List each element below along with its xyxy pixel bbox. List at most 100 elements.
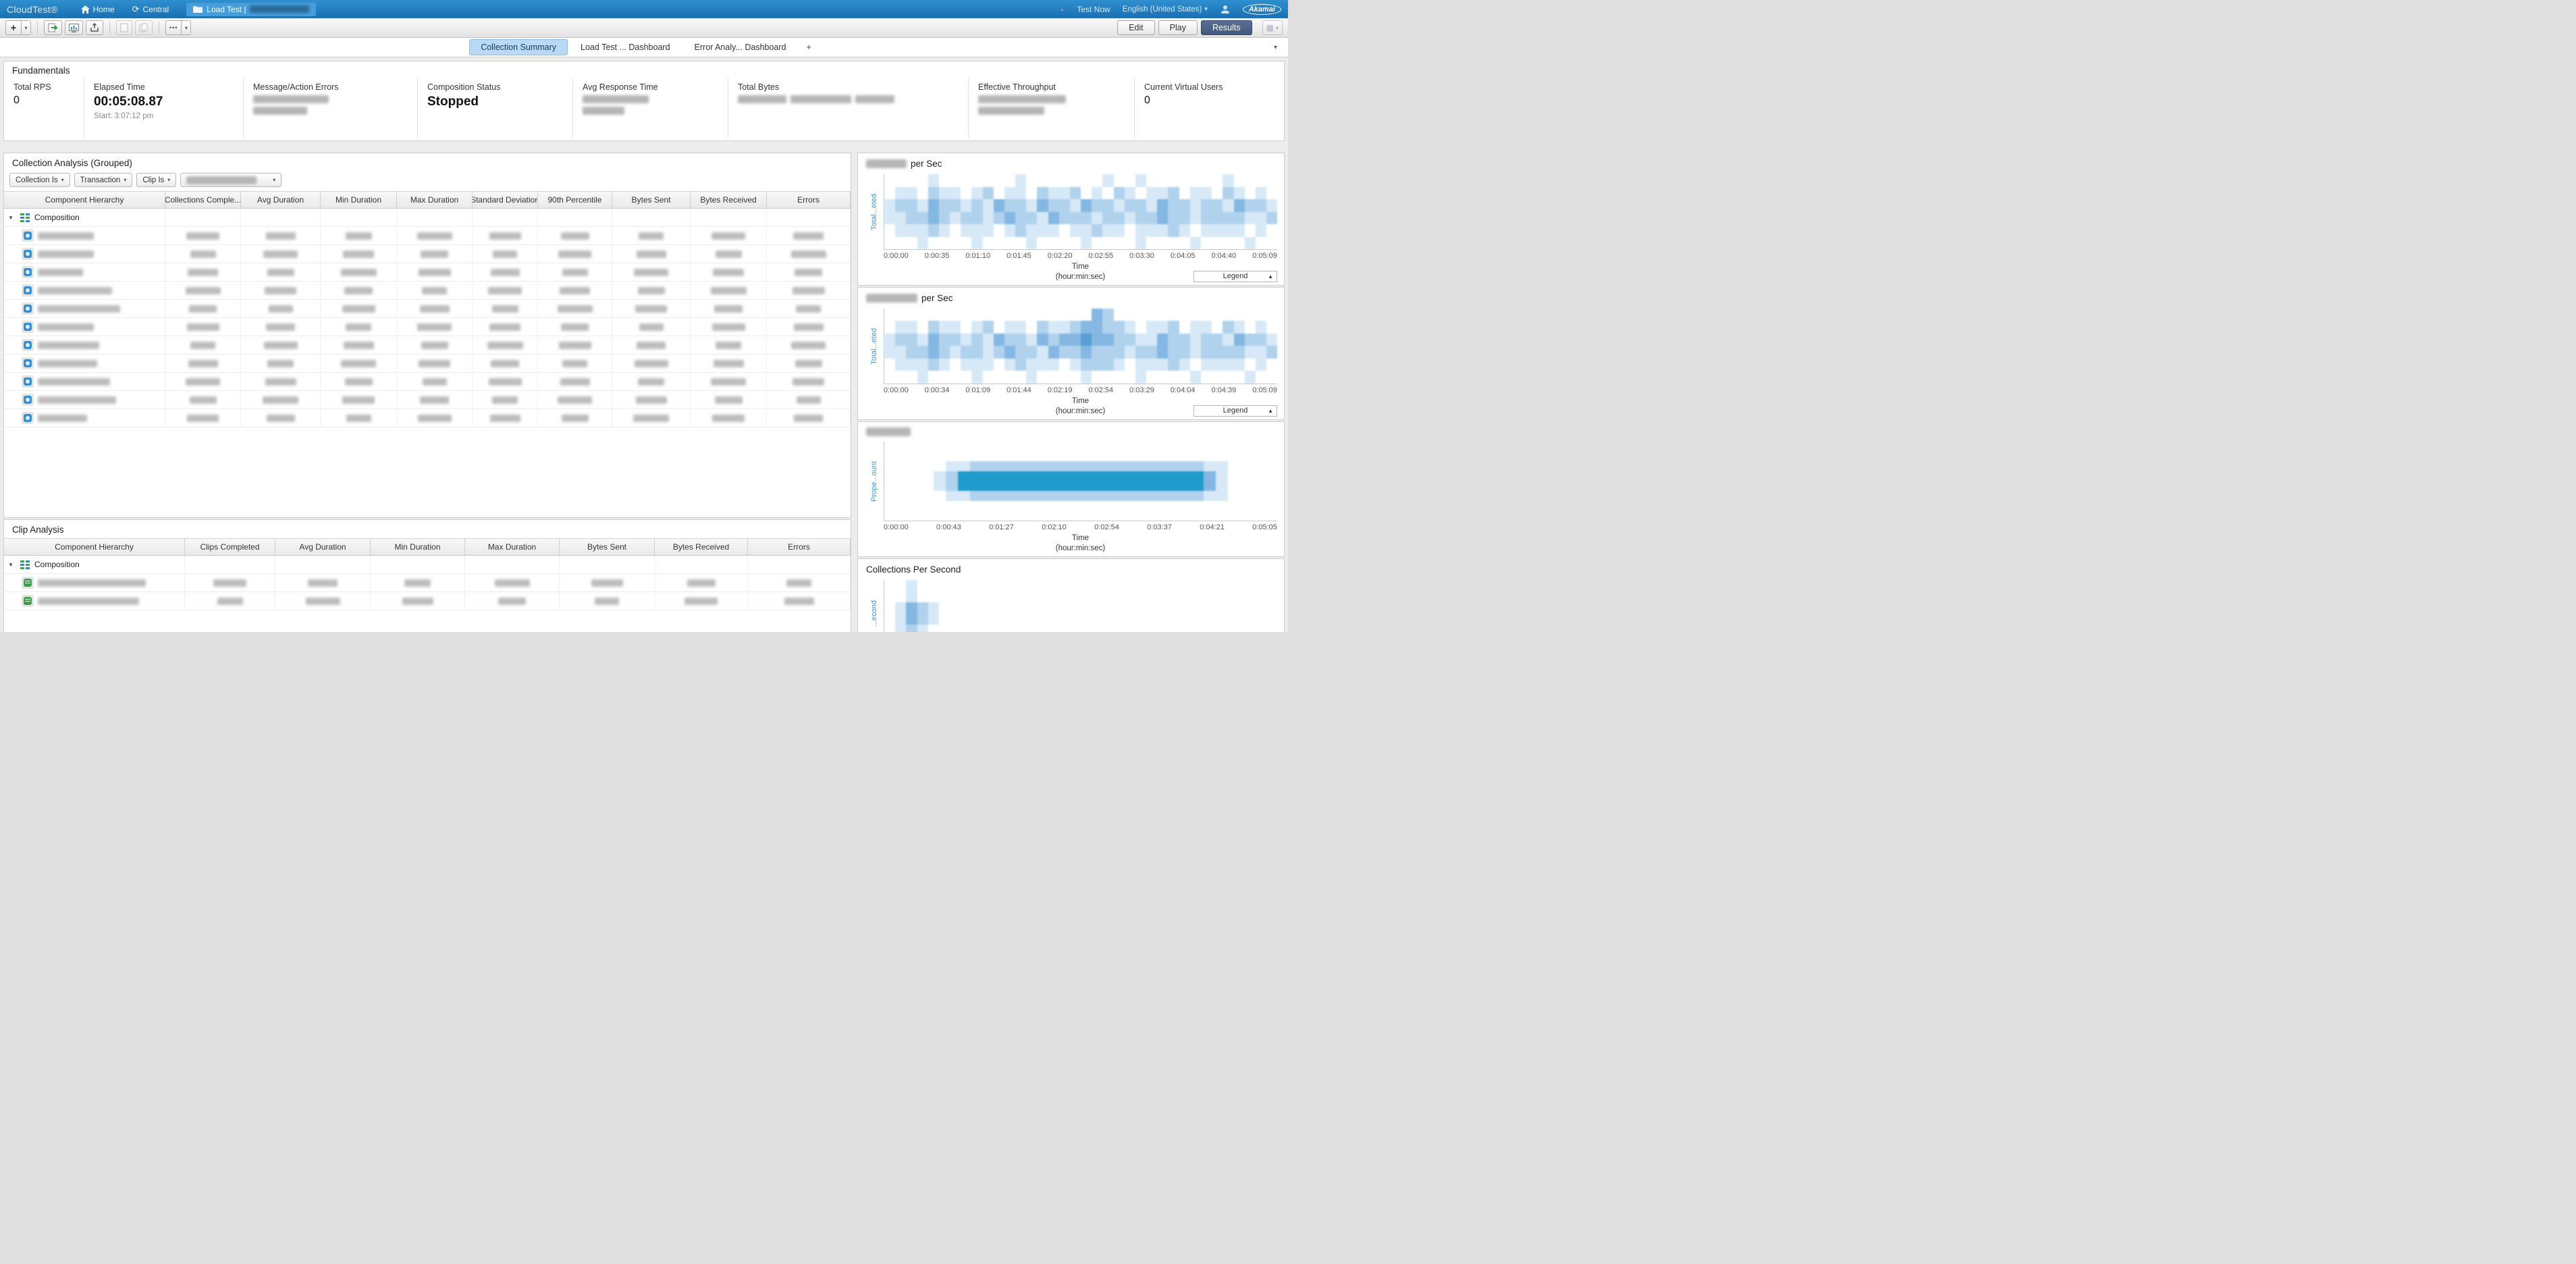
- legend-toggle[interactable]: Legend ▲: [1193, 404, 1277, 417]
- column-header[interactable]: Min Duration: [371, 539, 465, 555]
- user-icon[interactable]: [1220, 4, 1231, 14]
- column-header[interactable]: Errors: [748, 539, 851, 555]
- column-header[interactable]: Max Duration: [465, 539, 560, 555]
- tab-load-test-dashboard[interactable]: Load Test ... Dashboard: [581, 43, 670, 52]
- metric-label: Message/Action Errors: [253, 82, 339, 92]
- tree-row[interactable]: [4, 300, 851, 318]
- tree-row[interactable]: [4, 373, 851, 391]
- tab-error-analysis-dashboard[interactable]: Error Analy... Dashboard: [694, 43, 786, 52]
- column-header[interactable]: Collections Comple...: [165, 192, 241, 208]
- chart-card-per-sec-2: per Sec Total...eted 0:00:00 0:00:34 0:01:…: [857, 286, 1285, 420]
- column-header[interactable]: Min Duration: [321, 192, 397, 208]
- column-header[interactable]: Component Hierarchy: [4, 539, 185, 555]
- nav-load-test-tab[interactable]: Load Test |: [186, 2, 317, 16]
- tabs-chevron-down-icon[interactable]: ▾: [1273, 43, 1277, 51]
- nav-central[interactable]: ⟳ Central: [132, 3, 169, 14]
- metric-value: 0: [14, 95, 20, 106]
- column-header[interactable]: 90th Percentile: [538, 192, 612, 208]
- column-header[interactable]: Standard Deviation: [473, 192, 538, 208]
- collection-table-header: Component Hierarchy Collections Comple...…: [4, 191, 851, 209]
- redacted-cell-value: [558, 341, 591, 349]
- expand-collapse-icon[interactable]: ▼: [8, 561, 14, 568]
- x-tick-label: 0:03:37: [1147, 523, 1172, 531]
- redacted-cell-value: [712, 232, 745, 240]
- column-header[interactable]: Max Duration: [397, 192, 473, 208]
- page-button[interactable]: [116, 20, 132, 35]
- metric-label: Total Bytes: [738, 82, 780, 92]
- redacted-item-name: [38, 396, 116, 404]
- fundamentals-panel: Fundamentals Total RPS 0 Elapsed Time 00:05…: [3, 61, 1285, 141]
- redacted-cell-value: [595, 597, 619, 605]
- tree-row[interactable]: [4, 336, 851, 354]
- column-header[interactable]: Bytes Received: [655, 539, 748, 555]
- redacted-cell-value: [792, 286, 825, 294]
- column-header[interactable]: Component Hierarchy: [4, 192, 165, 208]
- x-tick-label: 0:01:44: [1007, 386, 1031, 394]
- redacted-cell-value: [490, 268, 520, 276]
- filter-collection-is[interactable]: Collection Is ▾: [9, 173, 70, 187]
- add-tab-button[interactable]: +: [806, 43, 811, 52]
- dashboard-tabrow: Collection Summary Load Test ... Dashboa…: [0, 38, 1288, 57]
- redacted-cell-value: [265, 377, 296, 386]
- play-button[interactable]: Play: [1158, 20, 1198, 35]
- tree-row-composition[interactable]: ▼ Composition: [4, 209, 851, 227]
- column-header[interactable]: Errors: [767, 192, 851, 208]
- y-axis-label: ...econd: [870, 600, 878, 627]
- redacted-cell-value: [796, 396, 821, 404]
- tree-row[interactable]: [4, 282, 851, 300]
- column-header[interactable]: Bytes Sent: [560, 539, 655, 555]
- tree-row[interactable]: [4, 391, 851, 409]
- layout-button[interactable]: ▦ ▾: [1262, 20, 1283, 35]
- copy-button[interactable]: [135, 20, 153, 35]
- column-header[interactable]: Bytes Sent: [612, 192, 691, 208]
- language-dropdown[interactable]: English (United States) ▾: [1122, 5, 1208, 14]
- overflow-dropdown-button[interactable]: ▾: [182, 20, 192, 35]
- overflow-button[interactable]: •••: [165, 20, 182, 35]
- redacted-cell-value: [638, 377, 664, 386]
- metric-value: Stopped: [427, 95, 479, 109]
- tree-row-composition[interactable]: ▼ Composition: [4, 556, 851, 574]
- redacted-value: [583, 107, 624, 115]
- tree-row[interactable]: [4, 592, 851, 610]
- topbar-chevron-down-icon[interactable]: ⌄: [1059, 5, 1065, 12]
- tree-row[interactable]: [4, 318, 851, 336]
- redacted-cell-value: [716, 341, 741, 349]
- edit-button[interactable]: Edit: [1117, 20, 1155, 35]
- nav-home[interactable]: Home: [80, 5, 115, 14]
- tree-row[interactable]: [4, 354, 851, 373]
- redacted-cell-value: [633, 414, 669, 422]
- chart-button[interactable]: [65, 20, 83, 35]
- tree-row[interactable]: [4, 227, 851, 245]
- export-button[interactable]: [86, 20, 103, 35]
- test-now-link[interactable]: Test Now: [1077, 4, 1110, 14]
- column-header[interactable]: Avg Duration: [241, 192, 321, 208]
- redacted-cell-value: [635, 305, 667, 313]
- x-axis-title: Time (hour:min:sec): [1055, 263, 1106, 281]
- metric-value: 00:05:08.87: [94, 95, 163, 109]
- tree-row[interactable]: [4, 409, 851, 427]
- column-header[interactable]: Bytes Received: [691, 192, 767, 208]
- x-tick-label: 0:00:00: [884, 523, 909, 531]
- import-button[interactable]: [44, 20, 62, 35]
- new-button[interactable]: +: [5, 20, 22, 35]
- metric-label: Effective Throughput: [978, 82, 1056, 92]
- redacted-value: [583, 95, 649, 103]
- redacted-cell-value: [342, 305, 375, 313]
- filter-transaction[interactable]: Transaction ▾: [74, 173, 133, 187]
- redacted-cell-value: [343, 341, 374, 349]
- tree-row[interactable]: [4, 245, 851, 263]
- filter-value-dropdown[interactable]: ▾: [180, 173, 282, 187]
- results-button[interactable]: Results: [1200, 20, 1252, 35]
- tree-row[interactable]: [4, 263, 851, 282]
- filter-clip-is[interactable]: Clip Is ▾: [136, 173, 177, 187]
- tab-collection-summary[interactable]: Collection Summary: [469, 39, 568, 55]
- redacted-cell-value: [186, 323, 219, 331]
- legend-toggle[interactable]: Legend ▲: [1193, 270, 1277, 282]
- tree-row[interactable]: [4, 574, 851, 592]
- redacted-cell-value: [267, 359, 294, 367]
- new-dropdown-button[interactable]: ▾: [22, 20, 31, 35]
- column-header[interactable]: Avg Duration: [275, 539, 371, 555]
- expand-collapse-icon[interactable]: ▼: [8, 214, 14, 221]
- column-header[interactable]: Clips Completed: [185, 539, 275, 555]
- redacted-cell-value: [343, 250, 374, 258]
